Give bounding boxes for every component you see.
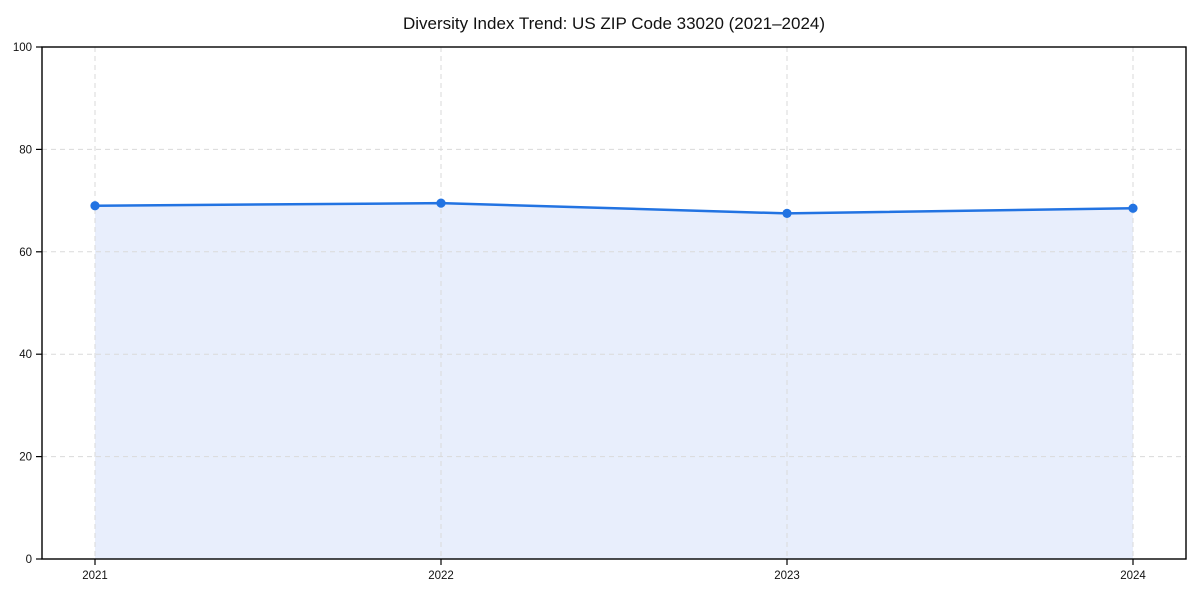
y-tick-label: 80: [19, 144, 32, 156]
data-point: [90, 201, 100, 211]
y-tick-label: 40: [19, 349, 32, 361]
axis-ticks: [36, 46, 1134, 565]
x-tick-label: 2022: [428, 570, 454, 582]
y-tick-label: 20: [19, 452, 32, 464]
trend-line: [93, 201, 1135, 215]
data-point: [436, 198, 446, 208]
x-tick-label: 2021: [82, 570, 108, 582]
data-point: [782, 208, 792, 218]
gridlines: [42, 47, 1186, 559]
x-tick-label: 2023: [774, 570, 800, 582]
y-axis-labels: 0 20 40 60 80 100: [13, 42, 32, 566]
y-tick-label: 0: [26, 554, 32, 566]
x-tick-label: 2024: [1120, 570, 1146, 582]
plot-border: [41, 46, 1187, 560]
data-point: [1128, 203, 1138, 213]
area-fill: [95, 203, 1133, 559]
data-points: [90, 198, 1138, 218]
y-tick-label: 60: [19, 247, 32, 259]
y-tick-label: 100: [13, 42, 32, 54]
x-axis-labels: 2021 2022 2023 2024: [82, 570, 1146, 582]
chart-title: Diversity Index Trend: US ZIP Code 33020…: [403, 14, 825, 33]
